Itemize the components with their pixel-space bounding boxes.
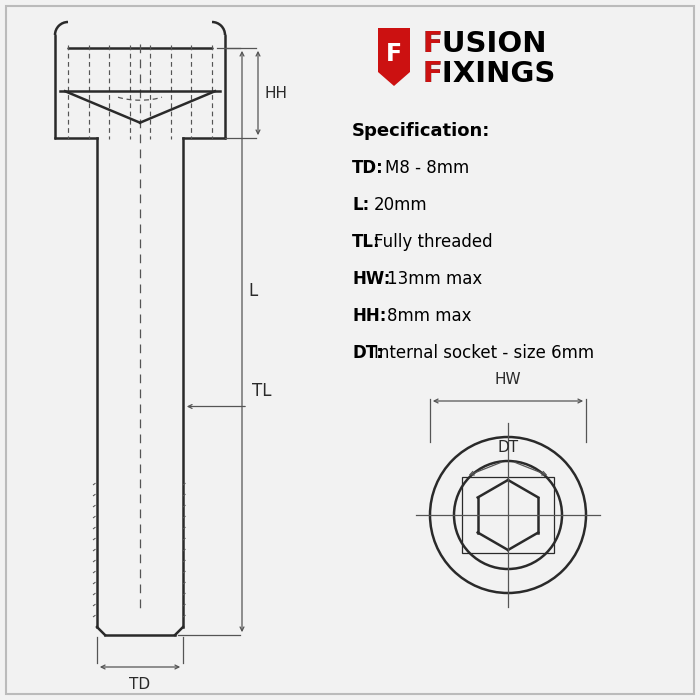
Text: Fully threaded: Fully threaded	[374, 233, 493, 251]
Text: F: F	[386, 42, 402, 66]
Text: 8mm max: 8mm max	[387, 307, 472, 325]
Text: 20mm: 20mm	[374, 196, 428, 214]
Text: HH: HH	[264, 85, 287, 101]
Text: HW:: HW:	[352, 270, 391, 288]
Bar	[462, 477, 554, 553]
Text: 13mm max: 13mm max	[387, 270, 482, 288]
Text: DT:: DT:	[352, 344, 383, 362]
Text: F: F	[422, 30, 442, 58]
Text: FUSION: FUSION	[422, 30, 547, 58]
Text: TD:: TD:	[352, 159, 384, 177]
Text: DT: DT	[498, 440, 519, 455]
Text: Internal socket - size 6mm: Internal socket - size 6mm	[374, 344, 594, 362]
Text: TL:: TL:	[352, 233, 381, 251]
Text: L:: L:	[352, 196, 370, 214]
Text: L: L	[248, 283, 258, 300]
Text: M8 - 8mm: M8 - 8mm	[385, 159, 469, 177]
Polygon shape	[378, 28, 410, 86]
Text: HH:: HH:	[352, 307, 386, 325]
Text: TD: TD	[130, 677, 150, 692]
Text: HW: HW	[495, 372, 522, 387]
Text: Specification:: Specification:	[352, 122, 491, 140]
Text: TL: TL	[252, 382, 272, 400]
Text: FIXINGS: FIXINGS	[422, 60, 555, 88]
Text: F: F	[422, 60, 442, 88]
